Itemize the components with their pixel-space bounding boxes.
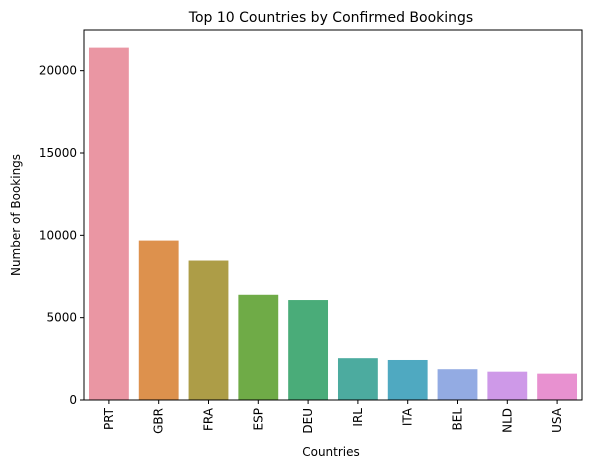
y-axis-ticks: 0 5000 10000 15000 20000 xyxy=(39,64,84,407)
plot-frame xyxy=(83,29,583,401)
x-tick-label: FRA xyxy=(202,407,216,431)
y-axis-label: Number of Bookings xyxy=(9,154,23,276)
y-tick-label: 0 xyxy=(69,393,77,407)
x-tick-label: GBR xyxy=(152,408,166,434)
bar-esp xyxy=(238,294,279,400)
x-axis-label: Countries xyxy=(302,445,360,459)
x-tick-label: ESP xyxy=(251,408,265,430)
bar-prt xyxy=(88,47,129,400)
x-tick-label: IRL xyxy=(351,408,365,427)
bar-irl xyxy=(337,358,378,400)
x-tick-label: USA xyxy=(550,407,564,433)
chart-title: Top 10 Countries by Confirmed Bookings xyxy=(188,10,473,26)
bar-gbr xyxy=(138,240,179,400)
x-tick-label: ITA xyxy=(401,407,415,426)
y-tick-label: 15000 xyxy=(39,146,77,160)
x-tick-label: PRT xyxy=(102,407,116,430)
bar-usa xyxy=(537,373,578,400)
bars-group xyxy=(88,47,578,400)
bar-deu xyxy=(288,300,329,400)
bar-bel xyxy=(437,369,478,400)
x-tick-label: NLD xyxy=(500,408,514,433)
x-axis-ticks: PRT GBR FRA ESP DEU IRL ITA BEL NLD USA xyxy=(102,400,564,434)
y-tick-label: 10000 xyxy=(39,228,77,242)
bar-fra xyxy=(188,260,229,400)
bar-nld xyxy=(487,371,528,400)
x-tick-label: BEL xyxy=(451,408,465,431)
bar-ita xyxy=(387,359,428,400)
y-tick-label: 20000 xyxy=(39,64,77,78)
x-tick-label: DEU xyxy=(301,408,315,434)
y-tick-label: 5000 xyxy=(46,311,77,325)
